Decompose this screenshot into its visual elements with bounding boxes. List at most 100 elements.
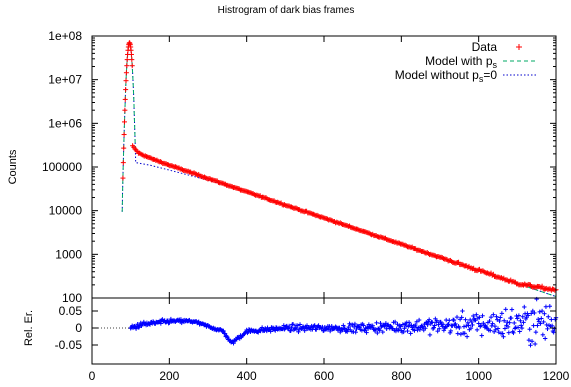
x-tick-label: 0: [89, 369, 96, 383]
data-point: [129, 52, 134, 57]
residual-point: [501, 335, 505, 339]
residual-point: [544, 305, 548, 309]
residual-point: [480, 333, 484, 337]
y-tick-label: 1e+06: [48, 116, 82, 130]
data-point: [124, 63, 129, 68]
data-point: [352, 226, 357, 231]
data-point: [461, 263, 466, 268]
data-point: [203, 175, 208, 180]
data-point: [166, 162, 171, 167]
residual-point: [462, 324, 466, 328]
residual-point: [540, 309, 544, 313]
residual-point: [498, 315, 502, 319]
residual-point: [548, 304, 552, 308]
data-point: [397, 241, 402, 246]
data-point: [130, 63, 135, 68]
data-point: [552, 288, 557, 293]
residual-point: [534, 330, 538, 334]
residual-point: [408, 331, 412, 335]
residual-point: [493, 324, 497, 328]
data-point: [225, 183, 230, 188]
residual-point: [549, 317, 553, 321]
data-point: [120, 176, 125, 181]
data-point: [545, 287, 550, 292]
y-tick-label: 100000: [42, 160, 82, 174]
residual-y-tick-label: -0.05: [55, 338, 83, 352]
residual-point: [533, 342, 537, 346]
residual-point: [509, 316, 513, 320]
residual-point: [507, 320, 511, 324]
legend-label-data: Data: [472, 40, 498, 54]
residual-point: [522, 305, 526, 309]
residual-point: [536, 317, 540, 321]
residual-point: [428, 333, 432, 337]
y-tick-label: 1000: [55, 247, 82, 261]
data-point: [436, 254, 441, 259]
data-point: [170, 163, 175, 168]
residual-point: [475, 328, 479, 332]
data-point: [125, 57, 130, 62]
residual-y-axis-label: Rel. Er.: [23, 310, 35, 346]
residual-point: [543, 336, 547, 340]
residual-point: [374, 321, 378, 325]
residual-point: [490, 321, 494, 325]
residual-point: [455, 315, 459, 319]
residual-point: [517, 329, 521, 333]
residual-point: [546, 315, 550, 319]
residual-point: [528, 327, 532, 331]
residual-point: [407, 320, 411, 324]
residual-point: [507, 330, 511, 334]
data-point: [433, 253, 438, 258]
data-point: [302, 209, 307, 214]
residual-point: [528, 343, 532, 347]
y-axis-label: Counts: [7, 149, 19, 184]
y-tick-label: 10000: [49, 204, 83, 218]
data-point: [123, 87, 128, 92]
residual-point: [538, 310, 542, 314]
data-point: [122, 132, 127, 137]
residual-point: [456, 331, 460, 335]
residual-point: [521, 315, 525, 319]
residual-point: [512, 321, 516, 325]
residual-point: [520, 326, 524, 330]
residual-y-tick-label: 0.05: [59, 304, 83, 318]
data-point: [122, 108, 127, 113]
residual-point: [466, 323, 470, 327]
residual-y-tick-label: 0: [75, 321, 82, 335]
legend-swatch-data: [516, 44, 522, 50]
residual-plot-area: [92, 297, 558, 348]
y-tick-label: 1e+08: [48, 29, 82, 43]
residual-point: [289, 329, 293, 333]
x-tick-label: 800: [391, 369, 411, 383]
x-tick-label: 400: [237, 369, 257, 383]
data-point: [489, 271, 494, 276]
residual-point: [489, 315, 493, 319]
residual-point: [460, 309, 464, 313]
residual-point: [459, 332, 463, 336]
residual-point: [491, 312, 495, 316]
x-tick-label: 200: [159, 369, 179, 383]
residual-point: [500, 311, 504, 315]
y-tick-label: 1e+07: [48, 73, 82, 87]
data-point: [123, 97, 128, 102]
data-point: [230, 184, 235, 189]
x-tick-label: 1200: [543, 369, 570, 383]
data-point: [409, 245, 414, 250]
x-tick-label: 1000: [465, 369, 492, 383]
data-point: [393, 240, 398, 245]
data-point: [232, 185, 237, 190]
data-point: [129, 57, 134, 62]
y-tick-label: 100: [62, 291, 82, 305]
residual-point: [354, 330, 358, 334]
data-point: [316, 213, 321, 218]
chart-title: Histrogram of dark bias frames: [218, 5, 355, 16]
residual-point: [494, 314, 498, 318]
residual-point: [539, 316, 543, 320]
residual-point: [541, 333, 545, 337]
data-point: [121, 160, 126, 165]
residual-point: [447, 318, 451, 322]
data-point: [325, 217, 330, 222]
residual-point: [504, 307, 508, 311]
residual-point: [463, 317, 467, 321]
